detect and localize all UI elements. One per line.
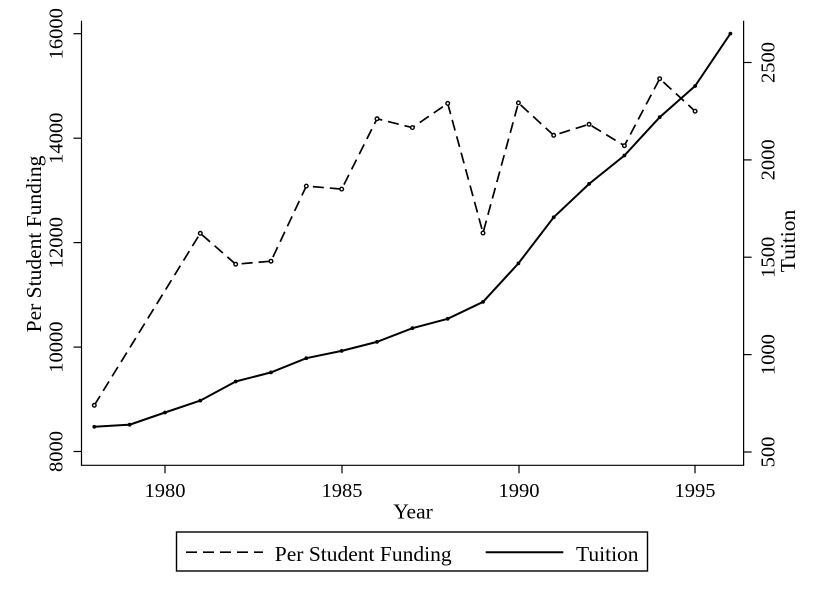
svg-text:1995: 1995 bbox=[675, 480, 716, 502]
svg-text:1990: 1990 bbox=[499, 480, 540, 502]
svg-text:14000: 14000 bbox=[46, 113, 68, 164]
svg-text:16000: 16000 bbox=[46, 8, 68, 59]
svg-text:2500: 2500 bbox=[758, 42, 780, 83]
svg-text:Per Student Funding: Per Student Funding bbox=[22, 155, 46, 332]
svg-text:12000: 12000 bbox=[46, 217, 68, 268]
svg-text:Tuition: Tuition bbox=[776, 209, 800, 272]
svg-text:Year: Year bbox=[393, 499, 433, 523]
svg-text:1985: 1985 bbox=[322, 480, 363, 502]
svg-text:1980: 1980 bbox=[145, 480, 186, 502]
svg-text:1000: 1000 bbox=[758, 334, 780, 375]
svg-text:Per Student Funding: Per Student Funding bbox=[275, 542, 452, 566]
svg-text:Tuition: Tuition bbox=[576, 542, 639, 566]
svg-text:8000: 8000 bbox=[46, 431, 68, 472]
svg-text:2000: 2000 bbox=[758, 139, 780, 180]
svg-text:500: 500 bbox=[758, 437, 780, 468]
svg-text:1500: 1500 bbox=[758, 237, 780, 278]
svg-text:10000: 10000 bbox=[46, 321, 68, 372]
